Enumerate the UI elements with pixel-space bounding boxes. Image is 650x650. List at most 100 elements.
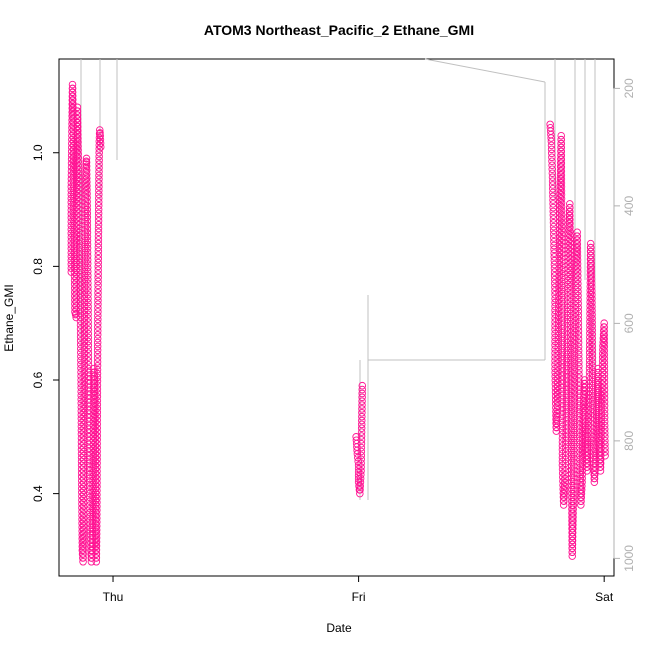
data-point	[93, 362, 102, 370]
data-point	[83, 244, 92, 253]
data-point	[94, 236, 103, 244]
data-point	[563, 346, 571, 355]
data-point	[94, 258, 102, 267]
data-point	[584, 402, 593, 411]
data-point	[84, 341, 93, 350]
data-point	[94, 273, 102, 282]
data-point	[83, 217, 92, 225]
data-point	[67, 229, 76, 238]
data-point	[93, 518, 101, 526]
data-point	[551, 294, 559, 303]
data-point	[572, 243, 581, 252]
data-point	[558, 277, 566, 286]
data-point	[83, 178, 91, 186]
data-point	[549, 222, 558, 231]
data-point	[84, 391, 93, 399]
data-point	[568, 544, 577, 553]
data-point	[574, 272, 582, 280]
data-point	[600, 390, 609, 398]
data-point	[566, 207, 574, 216]
data-point	[576, 478, 585, 487]
data-point	[81, 233, 89, 241]
data-point	[574, 315, 583, 323]
data-point	[83, 194, 91, 202]
data-point	[92, 534, 101, 542]
data-point	[558, 352, 567, 361]
data-point	[558, 399, 567, 407]
data-point	[94, 202, 103, 210]
data-point	[357, 451, 366, 460]
data-point	[567, 458, 576, 466]
data-point	[601, 451, 609, 460]
data-point	[568, 536, 577, 545]
data-point	[96, 126, 104, 134]
data-point	[82, 158, 91, 167]
data-point	[600, 335, 609, 343]
data-point	[548, 177, 557, 185]
data-point	[81, 260, 89, 268]
data-point	[83, 229, 92, 237]
data-point	[547, 141, 556, 150]
data-point	[358, 412, 366, 421]
data-point	[72, 309, 80, 318]
data-point	[600, 409, 609, 418]
data-point	[73, 119, 82, 127]
data-point	[588, 346, 597, 354]
data-point	[74, 146, 82, 154]
x-tick-label: Sat	[595, 590, 614, 604]
data-point	[585, 398, 593, 407]
data-point	[84, 294, 92, 303]
data-point	[588, 358, 597, 366]
data-point	[549, 184, 557, 193]
data-point	[79, 538, 88, 546]
data-point	[558, 285, 566, 294]
data-point	[94, 220, 103, 229]
data-point	[557, 175, 566, 183]
data-point	[358, 416, 366, 425]
data-point	[549, 211, 558, 219]
data-point	[87, 554, 96, 562]
data-point	[591, 463, 599, 471]
data-point	[96, 143, 105, 151]
data-point	[551, 298, 559, 307]
data-point	[94, 224, 103, 233]
data-point	[586, 239, 595, 248]
data-point	[601, 444, 609, 452]
data-point	[92, 530, 101, 538]
data-point	[550, 264, 559, 273]
data-point	[587, 243, 595, 252]
data-point	[74, 138, 82, 147]
data-point	[93, 479, 101, 487]
data-point	[583, 448, 592, 456]
data-point	[562, 393, 571, 402]
data-point	[588, 306, 596, 315]
data-point	[89, 492, 97, 501]
data-point	[577, 493, 586, 502]
data-point	[68, 80, 77, 89]
data-point	[84, 360, 93, 369]
data-point	[93, 455, 101, 464]
data-point	[557, 151, 566, 160]
data-point	[93, 510, 101, 518]
x-tick-label: Fri	[352, 590, 366, 604]
data-point	[93, 404, 102, 413]
altitude-line	[424, 58, 546, 83]
data-point	[573, 260, 582, 268]
data-point	[557, 214, 566, 223]
data-point	[558, 336, 566, 345]
data-point	[557, 226, 566, 235]
data-point	[83, 197, 91, 206]
data-point	[356, 478, 365, 487]
data-point	[94, 228, 103, 237]
data-point	[557, 139, 565, 148]
data-point	[358, 381, 367, 390]
data-point	[588, 334, 597, 342]
data-point	[81, 256, 89, 264]
data-point	[600, 358, 609, 367]
data-point	[574, 319, 583, 327]
data-point	[558, 281, 566, 290]
x-tick-label: Thu	[103, 590, 124, 604]
data-point	[85, 402, 93, 411]
data-point	[596, 455, 605, 464]
data-point	[68, 88, 77, 96]
